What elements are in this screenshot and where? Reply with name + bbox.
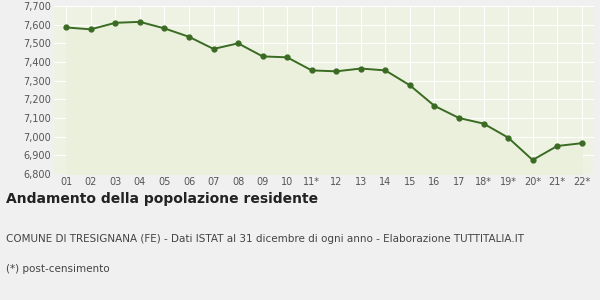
Text: Andamento della popolazione residente: Andamento della popolazione residente	[6, 192, 318, 206]
Text: (*) post-censimento: (*) post-censimento	[6, 264, 110, 274]
Text: COMUNE DI TRESIGNANA (FE) - Dati ISTAT al 31 dicembre di ogni anno - Elaborazion: COMUNE DI TRESIGNANA (FE) - Dati ISTAT a…	[6, 234, 524, 244]
